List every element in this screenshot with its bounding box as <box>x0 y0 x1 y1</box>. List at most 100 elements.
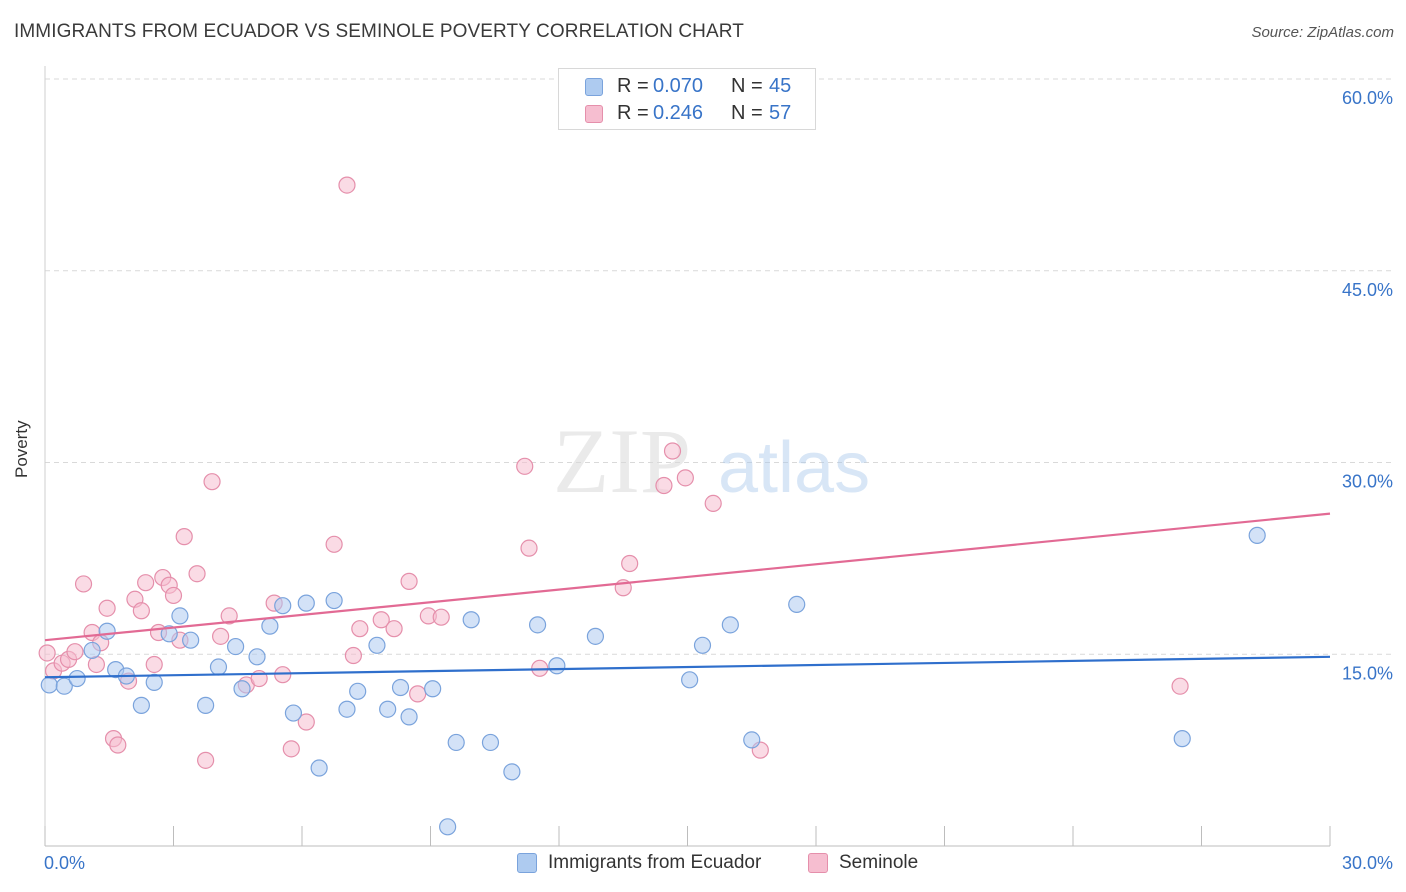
seminole-point <box>220 607 238 625</box>
ecuador-point <box>325 591 343 610</box>
seminole-point <box>1171 677 1189 695</box>
ecuador-point <box>68 669 86 688</box>
ecuador-point <box>297 594 315 612</box>
seminole-point <box>372 611 390 629</box>
y-tick-label: 30.0% <box>1342 472 1393 492</box>
tick-labels: 15.0% 30.0% 45.0% 60.0% 0.0% 30.0% <box>44 88 1393 873</box>
seminole-point <box>621 554 639 573</box>
seminole-point <box>663 442 682 460</box>
seminole-point <box>98 599 116 617</box>
ecuador-point <box>439 818 457 836</box>
ecuador-point <box>721 616 739 634</box>
legend-n-label: N = <box>731 102 763 124</box>
ecuador-point <box>462 611 480 629</box>
ecuador-point <box>132 696 150 714</box>
legend-r-label: R = <box>617 102 649 124</box>
legend-n-value: 57 <box>769 102 792 124</box>
legend-n-value: 45 <box>769 75 792 97</box>
seminole-point <box>203 473 221 491</box>
seminole-point <box>432 608 450 626</box>
seminole-point <box>520 539 538 557</box>
seminole-points <box>38 176 1189 769</box>
ecuador-points <box>40 526 1266 836</box>
watermark-zip: ZIP <box>553 410 691 512</box>
ecuador-point <box>368 636 386 654</box>
seminole-point <box>274 666 292 684</box>
ecuador-point <box>338 700 356 718</box>
ecuador-point <box>349 682 367 700</box>
ecuador-point <box>40 676 58 694</box>
seminole-point <box>188 565 206 583</box>
watermark: ZIP atlas <box>553 410 870 512</box>
bottom-legend-label: Immigrants from Ecuador <box>548 852 762 873</box>
ecuador-point <box>548 657 566 675</box>
ecuador-point <box>424 680 442 698</box>
ecuador-point <box>98 622 116 640</box>
seminole-point <box>282 740 300 758</box>
ecuador-point <box>1248 526 1266 544</box>
seminole-point <box>344 646 362 665</box>
legend-r-value: 0.246 <box>653 102 704 124</box>
ecuador-point <box>197 696 215 714</box>
seminole-point <box>132 602 150 620</box>
trend-layer <box>44 512 1331 679</box>
bottom-legend-label: Seminole <box>839 852 919 873</box>
seminole-point <box>409 685 427 703</box>
bottom-legend-swatch-seminole <box>808 853 828 873</box>
ecuador-point <box>400 708 418 726</box>
seminole-point <box>385 620 403 638</box>
correlation-legend: R = 0.070 N = 45 R = 0.246 N = 57 <box>558 68 816 130</box>
ecuador-trend-line <box>44 655 1331 679</box>
y-tick-label: 45.0% <box>1342 280 1393 300</box>
ecuador-point <box>248 648 266 666</box>
ecuador-point <box>310 759 328 777</box>
seminole-point <box>297 713 315 731</box>
ecuador-point <box>145 673 163 691</box>
ecuador-point <box>681 671 699 689</box>
ecuador-point <box>233 680 251 698</box>
seminole-point <box>212 627 230 645</box>
seminole-point <box>400 572 418 590</box>
ecuador-point <box>693 636 712 654</box>
seminole-point <box>38 644 56 662</box>
y-axis-label: Poverty <box>12 420 31 478</box>
seminole-point <box>516 457 534 475</box>
seminole-point <box>655 476 673 495</box>
ecuador-point <box>261 617 279 635</box>
ecuador-point <box>391 678 410 697</box>
watermark-atlas: atlas <box>718 428 870 508</box>
seminole-point <box>676 469 694 487</box>
axis-layer <box>44 66 1331 847</box>
source-label: Source: ZipAtlas.com <box>1251 24 1394 41</box>
x-tick-label: 30.0% <box>1342 853 1393 873</box>
ecuador-point <box>528 616 547 634</box>
seminole-point <box>175 528 193 546</box>
seminole-point <box>74 575 93 593</box>
legend-r-value: 0.070 <box>653 75 704 97</box>
y-tick-label: 60.0% <box>1342 88 1393 108</box>
legend-r-label: R = <box>617 75 649 97</box>
ecuador-point <box>481 733 500 752</box>
seminole-point <box>197 751 215 769</box>
seminole-point <box>109 736 127 754</box>
seminole-point <box>338 176 356 194</box>
grid-layer <box>45 78 1395 655</box>
bottom-legend-swatch-ecuador <box>517 853 537 873</box>
ecuador-point <box>182 631 200 649</box>
ecuador-point <box>171 607 189 625</box>
ecuador-point <box>788 595 806 613</box>
ecuador-point <box>209 658 228 676</box>
ecuador-point <box>274 597 292 615</box>
ecuador-point <box>284 704 303 722</box>
seminole-point <box>164 586 183 605</box>
y-tick-label: 15.0% <box>1342 663 1393 683</box>
seminole-point <box>137 574 155 592</box>
seminole-point <box>145 655 163 674</box>
ecuador-point <box>160 625 178 643</box>
ecuador-point <box>586 627 605 645</box>
seminole-point <box>66 643 84 661</box>
ecuador-point <box>55 677 73 695</box>
ecuador-point <box>83 641 101 660</box>
ecuador-point <box>1173 730 1191 748</box>
